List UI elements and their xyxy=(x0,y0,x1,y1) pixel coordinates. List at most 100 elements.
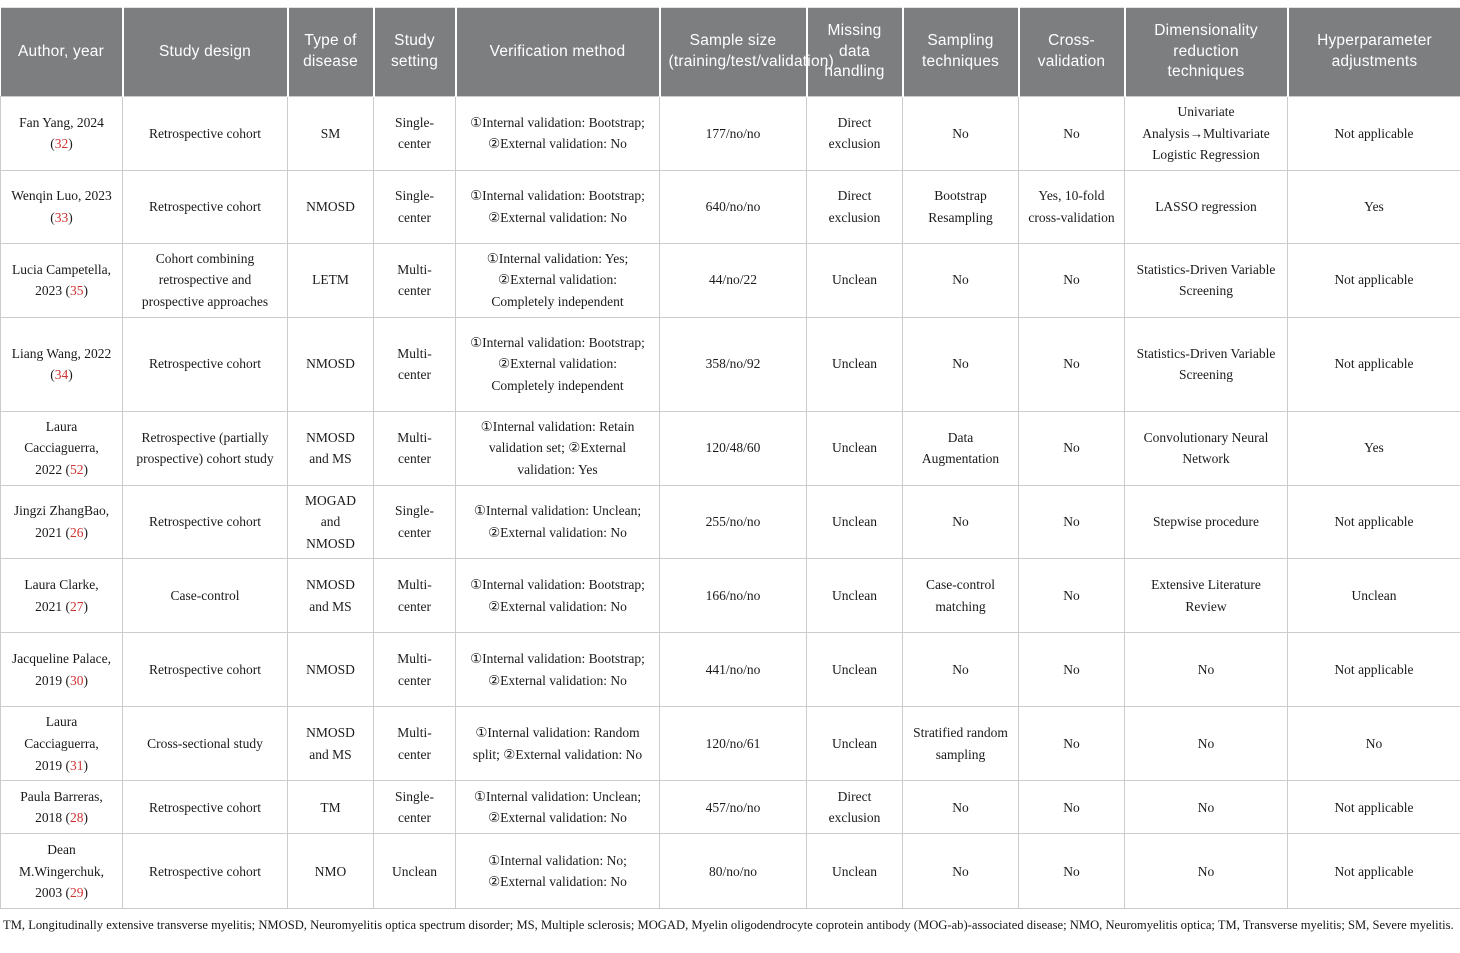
cell-disease-type: NMOSD xyxy=(287,632,374,708)
cell-cross-validation: No xyxy=(1018,706,1125,782)
cell-study-setting: Multi-center xyxy=(373,410,456,486)
table-row: Dean M.Wingerchuk, 2003 (29) Retrospectiv… xyxy=(0,833,1460,910)
citation-ref: 34 xyxy=(54,367,69,383)
cell-disease-type: NMOSD xyxy=(287,169,374,244)
cell-author-year: Jingzi ZhangBao, 2021 (26) xyxy=(0,484,123,560)
cell-dim-reduction: Stepwise procedure xyxy=(1124,484,1288,560)
cell-hyperparameter: Not applicable xyxy=(1287,833,1460,910)
cell-verification-method: ①Internal validation: Bootstrap; ②Extern… xyxy=(455,96,660,171)
studies-table: Author, year Study design Type of disease S… xyxy=(0,7,1460,910)
cell-dim-reduction: No xyxy=(1124,706,1288,782)
table-row: Paula Barreras, 2018 (28) Retrospective c… xyxy=(0,780,1460,835)
cell-sample-size: 177/no/no xyxy=(659,96,807,171)
cell-sample-size: 358/no/92 xyxy=(659,316,807,412)
cell-study-setting: Multi-center xyxy=(373,706,456,782)
cell-cross-validation: Yes, 10-fold cross-validation xyxy=(1018,169,1125,244)
cell-missing-data: Direct exclusion xyxy=(806,780,903,835)
cell-hyperparameter: Not applicable xyxy=(1287,242,1460,318)
citation-ref: 28 xyxy=(69,810,84,826)
column-header-sampling-techniques: Sampling techniques xyxy=(901,7,1019,97)
cell-study-design: Retrospective cohort xyxy=(122,96,288,171)
cell-missing-data: Unclean xyxy=(806,484,903,560)
cell-cross-validation: No xyxy=(1018,410,1125,486)
cell-cross-validation: No xyxy=(1018,96,1125,171)
table-row: Liang Wang, 2022 (34) Retrospective cohor… xyxy=(0,316,1460,412)
cell-dim-reduction: No xyxy=(1124,833,1288,910)
cell-missing-data: Direct exclusion xyxy=(806,169,903,244)
cell-verification-method: ①Internal validation: Yes; ②External val… xyxy=(455,242,660,318)
cell-sample-size: 44/no/22 xyxy=(659,242,807,318)
citation-ref: 27 xyxy=(69,598,84,614)
cell-dim-reduction: No xyxy=(1124,780,1288,835)
citation-ref: 30 xyxy=(69,672,84,688)
cell-author-year: Liang Wang, 2022 (34) xyxy=(0,316,123,412)
cell-hyperparameter: Not applicable xyxy=(1287,632,1460,708)
cell-verification-method: ①Internal validation: Retain validation … xyxy=(455,410,660,486)
cell-missing-data: Unclean xyxy=(806,316,903,412)
cell-study-design: Retrospective (partially prospective) co… xyxy=(122,410,288,486)
cell-sampling-techniques: No xyxy=(902,484,1019,560)
cell-study-setting: Single-center xyxy=(373,96,456,171)
cell-author-year: Paula Barreras, 2018 (28) xyxy=(0,780,123,835)
cell-sampling-techniques: No xyxy=(902,242,1019,318)
cell-sample-size: 457/no/no xyxy=(659,780,807,835)
cell-study-design: Cross-sectional study xyxy=(122,706,288,782)
cell-hyperparameter: Not applicable xyxy=(1287,316,1460,412)
cell-hyperparameter: Not applicable xyxy=(1287,96,1460,171)
cell-author-year: Jacqueline Palace, 2019 (30) xyxy=(0,632,123,708)
cell-sampling-techniques: No xyxy=(902,780,1019,835)
cell-sampling-techniques: No xyxy=(902,96,1019,171)
cell-disease-type: NMOSD and MS xyxy=(287,558,374,634)
cell-cross-validation: No xyxy=(1018,632,1125,708)
cell-sample-size: 120/48/60 xyxy=(659,410,807,486)
citation-ref: 26 xyxy=(69,524,84,540)
cell-hyperparameter: No xyxy=(1287,706,1460,782)
column-header-cross-validation: Cross-validation xyxy=(1017,7,1125,97)
cell-sample-size: 255/no/no xyxy=(659,484,807,560)
cell-study-design: Retrospective cohort xyxy=(122,169,288,244)
cell-verification-method: ①Internal validation: Unclean; ②External… xyxy=(455,484,660,560)
table-row: Lucia Campetella, 2023 (35) Cohort combin… xyxy=(0,242,1460,318)
cell-sample-size: 640/no/no xyxy=(659,169,807,244)
table-footnote: TM, Longitudinally extensive transverse … xyxy=(3,918,1454,933)
cell-hyperparameter: Unclean xyxy=(1287,558,1460,634)
citation-ref: 35 xyxy=(69,283,84,299)
citation-ref: 29 xyxy=(69,885,84,901)
column-header-sample-size: Sample size (training/test/validation) xyxy=(658,7,834,97)
table-row: Jacqueline Palace, 2019 (30) Retrospectiv… xyxy=(0,632,1460,708)
column-header-verification-method: Verification method xyxy=(454,7,660,97)
cell-study-setting: Multi-center xyxy=(373,316,456,412)
cell-cross-validation: No xyxy=(1018,780,1125,835)
cell-disease-type: SM xyxy=(287,96,374,171)
cell-missing-data: Unclean xyxy=(806,632,903,708)
cell-missing-data: Unclean xyxy=(806,706,903,782)
cell-hyperparameter: Not applicable xyxy=(1287,780,1460,835)
table-row: Laura Clarke, 2021 (27) Case-control NMOSD… xyxy=(0,558,1460,634)
cell-study-setting: Multi-center xyxy=(373,558,456,634)
cell-verification-method: ①Internal validation: Random split; ②Ext… xyxy=(455,706,660,782)
header-row: Author, year Study design Type of disease S… xyxy=(0,7,1460,97)
cell-missing-data: Unclean xyxy=(806,242,903,318)
cell-sampling-techniques: Data Augmentation xyxy=(902,410,1019,486)
table-header: Author, year Study design Type of disease S… xyxy=(0,7,1460,97)
cell-sample-size: 120/no/61 xyxy=(659,706,807,782)
cell-missing-data: Unclean xyxy=(806,558,903,634)
cell-missing-data: Unclean xyxy=(806,410,903,486)
cell-study-design: Case-control xyxy=(122,558,288,634)
cell-sample-size: 80/no/no xyxy=(659,833,807,910)
cell-study-design: Cohort combining retrospective and prosp… xyxy=(122,242,288,318)
cell-study-design: Retrospective cohort xyxy=(122,632,288,708)
cell-study-setting: Multi-center xyxy=(373,242,456,318)
cell-hyperparameter: Yes xyxy=(1287,169,1460,244)
cell-sampling-techniques: No xyxy=(902,833,1019,910)
cell-author-year: Dean M.Wingerchuk, 2003 (29) xyxy=(0,833,123,910)
cell-cross-validation: No xyxy=(1018,484,1125,560)
cell-cross-validation: No xyxy=(1018,316,1125,412)
cell-author-year: Laura Cacciaguerra, 2019 (31) xyxy=(0,706,123,782)
cell-cross-validation: No xyxy=(1018,558,1125,634)
column-header-study-design: Study design xyxy=(121,7,288,97)
cell-missing-data: Direct exclusion xyxy=(806,96,903,171)
cell-disease-type: NMOSD and MS xyxy=(287,410,374,486)
cell-author-year: Lucia Campetella, 2023 (35) xyxy=(0,242,123,318)
